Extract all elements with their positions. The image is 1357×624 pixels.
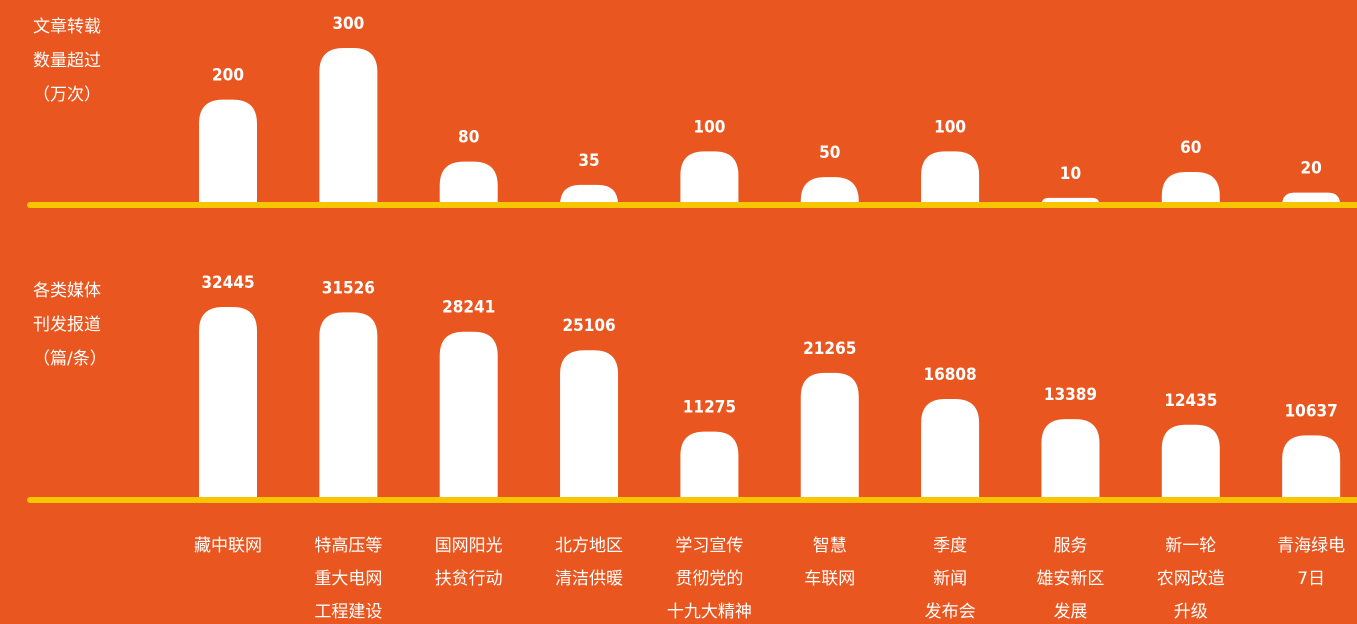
bar — [800, 372, 859, 500]
value-label: 35 — [578, 151, 599, 171]
category-label: 发展 — [1053, 602, 1087, 622]
series-name: 刊发报道 — [33, 315, 101, 335]
category-label: 贯彻党的 — [675, 569, 743, 589]
bar — [319, 48, 378, 205]
series-name: 文章转载 — [33, 17, 101, 37]
bar — [921, 399, 980, 500]
bar — [1161, 424, 1220, 500]
value-label: 11275 — [683, 398, 736, 418]
value-label: 25106 — [562, 316, 615, 336]
bar — [1282, 435, 1341, 500]
category-label: 藏中联网 — [194, 536, 262, 556]
bar — [921, 151, 980, 205]
category-label: 新闻 — [933, 569, 967, 589]
category-label: 青海绿电 — [1277, 536, 1345, 556]
category-label: 工程建设 — [314, 602, 382, 622]
category-label: 学习宣传 — [675, 536, 743, 556]
category-label: 车联网 — [804, 569, 855, 589]
value-label: 16808 — [923, 365, 976, 385]
category-label: 农网改造 — [1157, 569, 1225, 589]
value-label: 100 — [693, 117, 725, 137]
value-label: 31526 — [322, 278, 375, 298]
bar — [1041, 419, 1100, 500]
bar — [199, 99, 257, 205]
bar — [680, 431, 739, 500]
value-label: 300 — [332, 14, 364, 34]
value-label: 60 — [1180, 138, 1201, 158]
category-label: 特高压等 — [314, 536, 382, 556]
bar — [199, 307, 257, 500]
value-label: 10 — [1060, 164, 1081, 184]
bar — [439, 161, 498, 205]
category-label: 扶贫行动 — [435, 569, 503, 589]
category-label: 季度 — [933, 536, 967, 556]
value-label: 12435 — [1164, 391, 1217, 411]
value-label: 20 — [1301, 159, 1322, 179]
category-label: 北方地区 — [555, 536, 623, 556]
series-name: （万次） — [33, 85, 101, 105]
value-label: 100 — [934, 117, 966, 137]
value-label: 28241 — [442, 298, 495, 318]
series-name: （篇/条） — [33, 349, 107, 369]
category-label: 7日 — [1297, 569, 1325, 589]
bar — [800, 177, 859, 205]
category-label: 智慧 — [813, 536, 847, 556]
value-label: 10637 — [1285, 401, 1338, 421]
bar — [1161, 172, 1220, 205]
bar — [319, 312, 378, 500]
value-label: 50 — [819, 143, 840, 163]
series-name: 各类媒体 — [33, 281, 101, 301]
value-label: 32445 — [201, 273, 254, 293]
value-label: 80 — [458, 128, 479, 148]
category-label: 新一轮 — [1165, 536, 1216, 556]
bar — [560, 350, 619, 500]
category-label: 十九大精神 — [667, 602, 752, 622]
value-label: 200 — [212, 66, 244, 86]
value-label: 13389 — [1044, 385, 1097, 405]
category-label: 国网阳光 — [435, 536, 503, 556]
category-label: 升级 — [1174, 602, 1208, 622]
bar — [439, 331, 498, 500]
bar — [560, 184, 619, 205]
category-label: 雄安新区 — [1036, 569, 1104, 589]
bar — [1282, 192, 1341, 205]
category-label: 服务 — [1053, 536, 1087, 556]
bar — [680, 151, 739, 205]
category-label: 发布会 — [925, 602, 976, 622]
series-name: 数量超过 — [33, 51, 101, 71]
category-label: 清洁供暖 — [555, 569, 623, 589]
value-label: 21265 — [803, 339, 856, 359]
category-label: 重大电网 — [314, 569, 382, 589]
